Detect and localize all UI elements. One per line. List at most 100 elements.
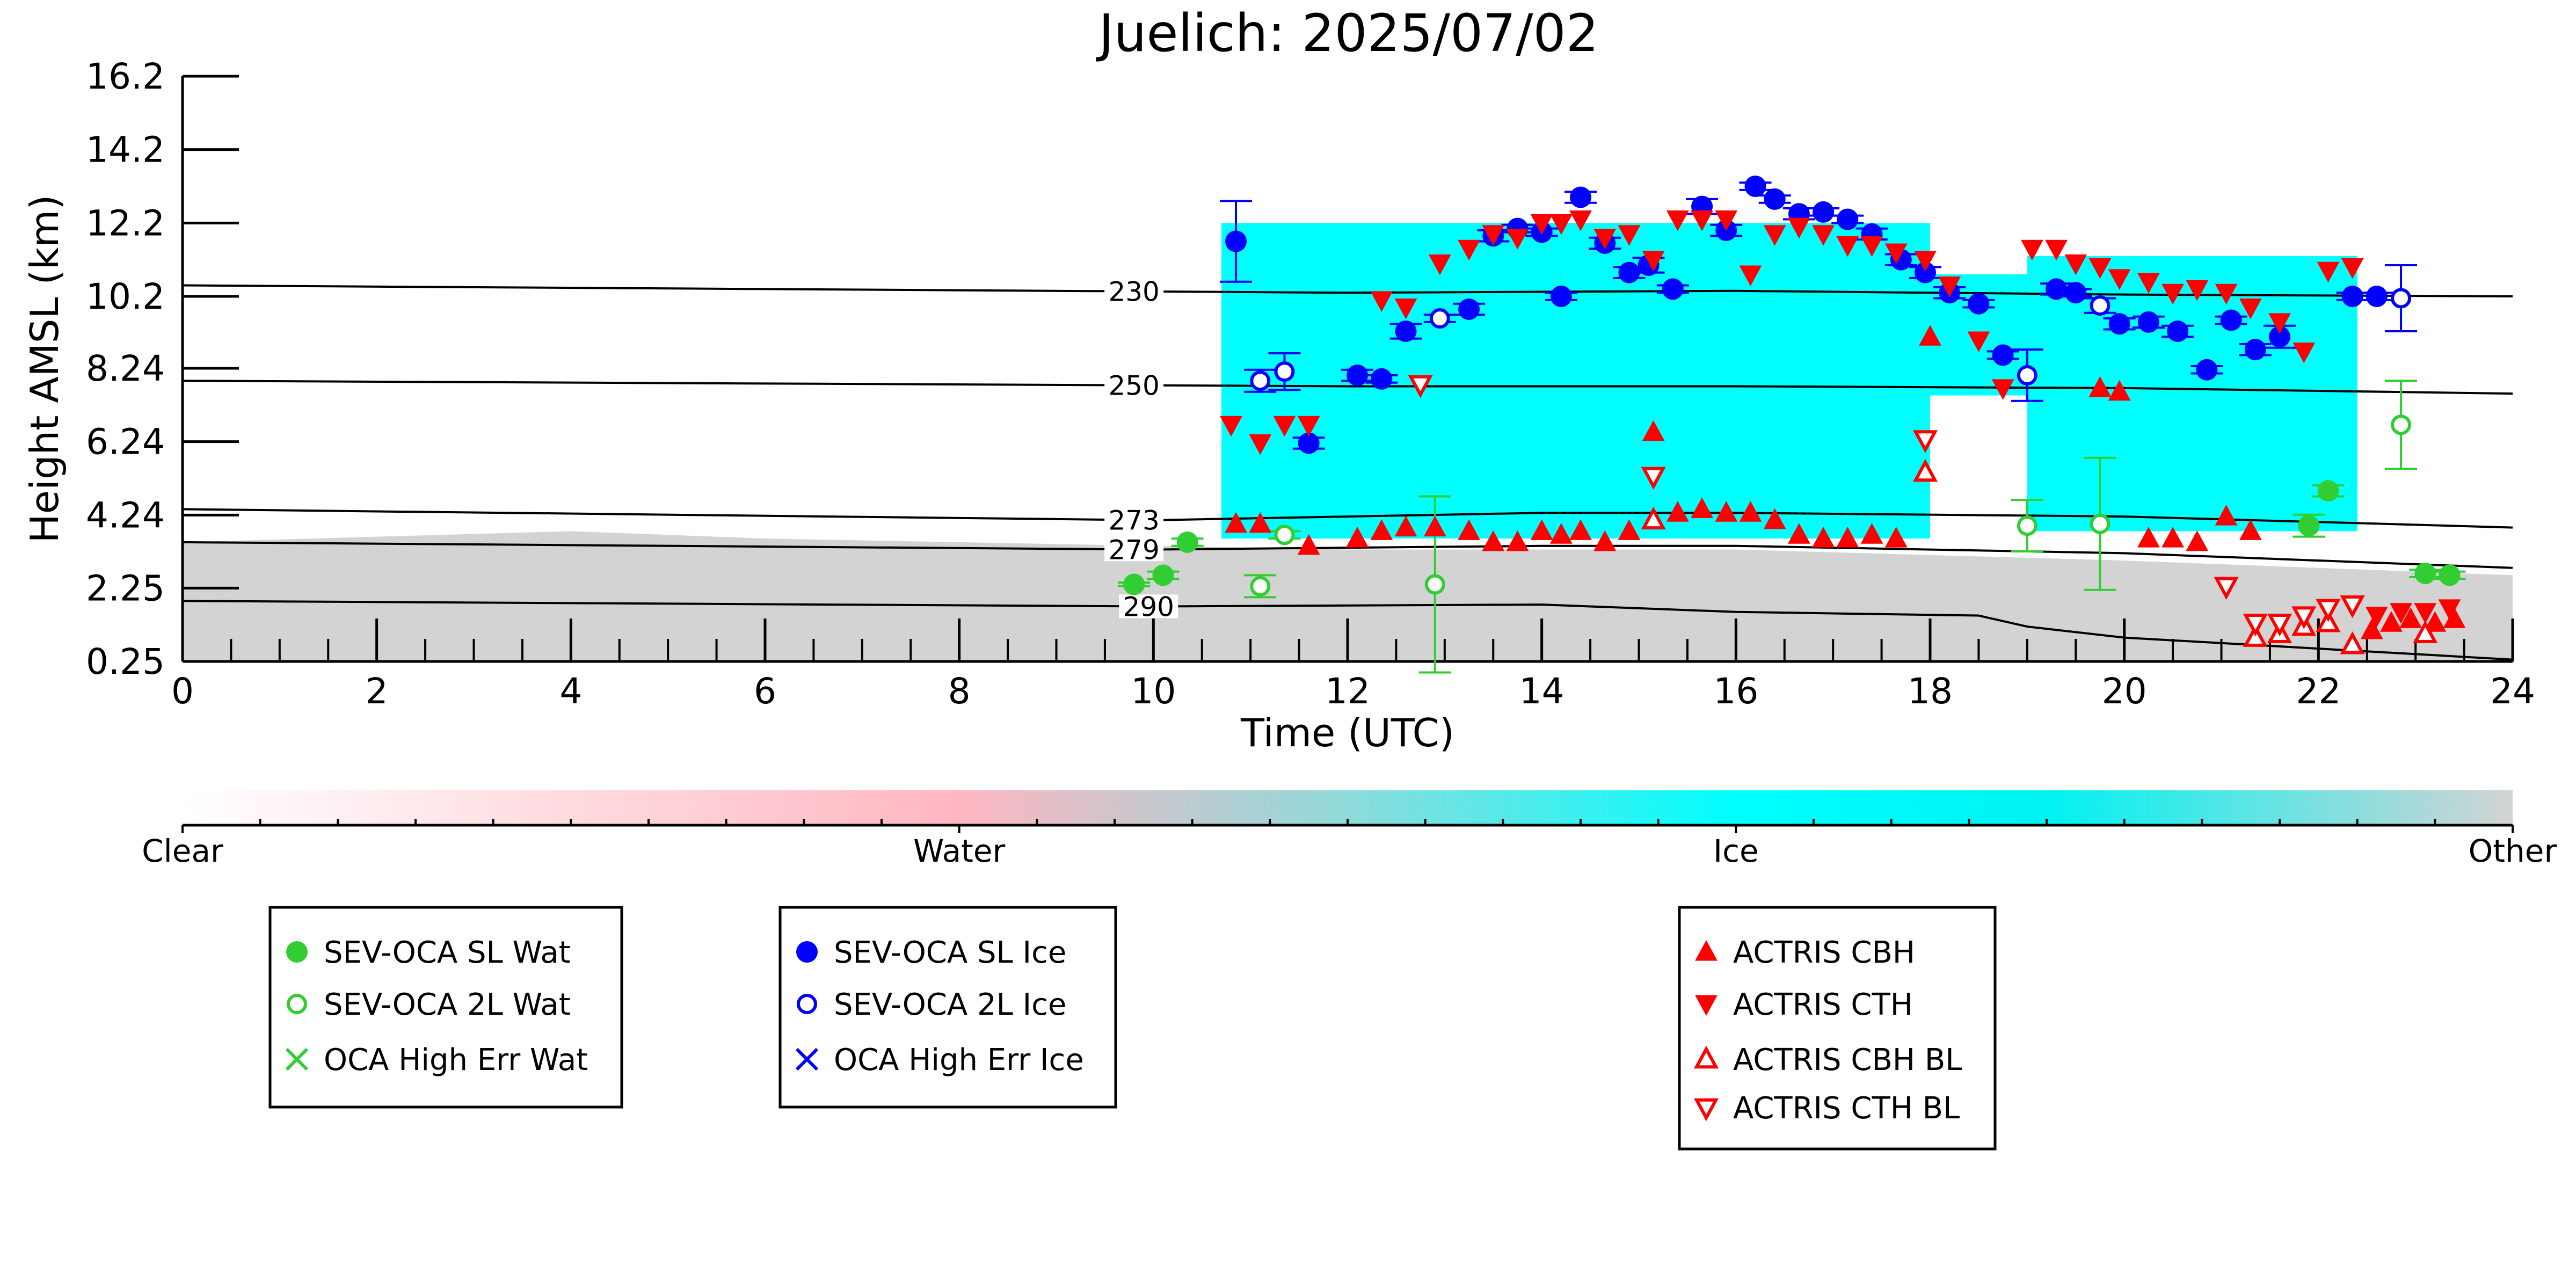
actris-cbh-point [1691,497,1713,518]
actris-cbh-point [2137,527,2160,548]
actris-cbh-point [2360,618,2383,639]
legend-label: OCA High Err Ice [834,1043,1084,1078]
actris-cth-point [1618,225,1641,246]
actris-cbh-point [1763,508,1786,529]
sev-oca-sl-ice-point [2167,320,2189,342]
sev-oca-sl-ice-point [1992,344,2014,366]
actris-cbh-point [1549,523,1573,544]
x-tick-label: 0 [171,671,194,712]
isotherm-label-bg [1119,594,1178,618]
sev-oca-sl-ice-point [1968,293,1990,315]
isotherm-line [182,508,2513,529]
sev-oca-2l-wat-point [2017,515,2037,536]
actris-cbh-point [1860,523,1883,544]
isotherm-label-bg [1104,373,1164,397]
legend-marker [1693,1098,1719,1122]
data-markers [1118,176,2466,674]
actris-cbh-point [2089,376,2112,397]
legend-label: SEV-OCA SL Ice [834,935,1066,970]
actris-cth-point [2137,273,2160,294]
sev-oca-sl-wat-point [2317,480,2339,502]
actris-cth-bl-point [2316,599,2341,622]
y-tick-label: 8.24 [86,348,165,389]
actris-cth-point [1787,217,1810,239]
isotherm-label: 230 [1108,276,1159,308]
colorbar-label: Ice [1713,833,1759,869]
sev-oca-sl-ice-point [2244,339,2266,361]
sev-oca-2l-wat-point [1424,574,1445,595]
actris-cbh-point [1919,325,1941,346]
actris-cth-bl-point [1641,467,1666,490]
sev-oca-sl-ice-point [1662,278,1684,300]
actris-cbh-bl-point [1912,459,1938,482]
actris-cth-point [2438,599,2461,620]
y-tick-label: 14.2 [86,129,165,171]
actris-cbh-point [1642,420,1665,441]
actris-cth-point [2108,269,2131,290]
legend-label: SEV-OCA SL Wat [324,935,571,970]
legends: SEV-OCA SL Wat SEV-OCA 2L Wat OCA High Err… [268,906,1997,1151]
legend-marker [1695,995,1718,1016]
actris-cth-point [1530,214,1553,235]
classification-colorbar: Clear Water Ice Other [142,790,2557,869]
sev-oca-sl-ice-point [2046,278,2068,300]
sev-oca-sl-wat-point [1152,564,1174,586]
y-tick-label: 0.25 [86,641,165,682]
actris-cth-point [2162,283,2184,305]
actris-cbh-point [1458,519,1480,540]
actris-cbh-point [1482,530,1505,551]
legend-marker [1693,1045,1719,1069]
legend-actris [1678,906,1997,1151]
sev-oca-sl-ice-point [1395,320,1417,342]
actris-cth-point [1642,251,1665,272]
isotherm-line [182,380,2513,395]
sev-oca-sl-ice-point [1764,188,1786,210]
sev-oca-sl-ice-point [2196,359,2218,381]
actris-cbh-point [1370,519,1393,540]
actris-cth-point [1836,236,1859,257]
sev-oca-sl-ice-point [1458,298,1480,320]
y-axis-label: Height AMSL (km) [22,195,67,543]
actris-cth-point [2317,261,2340,283]
colorbar-label: Water [913,833,1006,869]
isotherm-label: 279 [1108,534,1159,565]
actris-cth-bl-point [1912,430,1938,453]
actris-cth-point [1715,210,1738,231]
legend-label: SEV-OCA 2L Ice [834,987,1066,1022]
sev-oca-2l-ice-point [1429,308,1450,329]
x-tick-label: 20 [2102,671,2147,712]
actris-cbh-point [1225,512,1247,533]
actris-cth-point [1370,291,1393,312]
actris-cbh-point [1787,523,1810,544]
actris-cbh-point [1884,527,1908,548]
legend-label: OCA High Err Wat [324,1043,588,1078]
actris-cth-point [2045,239,2068,261]
x-tick-label: 22 [2296,671,2341,712]
y-tick-label: 16.2 [86,56,165,97]
sev-oca-2l-ice-point [1274,361,1295,382]
sev-oca-sl-ice-point [2065,282,2087,304]
legend-label: ACTRIS CTH [1733,987,1913,1022]
sev-oca-sl-ice-point [1371,368,1393,390]
actris-cth-point [1967,331,1990,353]
isotherm-label: 273 [1108,505,1159,536]
actris-cth-point [1812,225,1835,246]
actris-cth-point [1666,210,1689,231]
ice-classification-area [2027,256,2357,532]
chart-title: Juelich: 2025/07/02 [1096,3,1598,63]
sev-oca-sl-ice-point [1225,230,1247,252]
sev-oca-2l-ice-point [1250,370,1271,391]
actris-cbh-point [2186,530,2209,551]
y-tick-label: 6.24 [86,421,165,463]
actris-cbh-point [1812,527,1835,548]
legend-marker [797,994,817,1014]
sev-oca-sl-ice-point [2137,311,2159,333]
actris-cbh-bl-point [2340,631,2365,654]
actris-cth-bl-point [2291,606,2317,629]
x-tick-label: 2 [366,671,388,712]
actris-cth-point [2293,343,2316,363]
actris-cbh-point [1569,519,1592,540]
sev-oca-sl-wat-point [1123,573,1145,595]
